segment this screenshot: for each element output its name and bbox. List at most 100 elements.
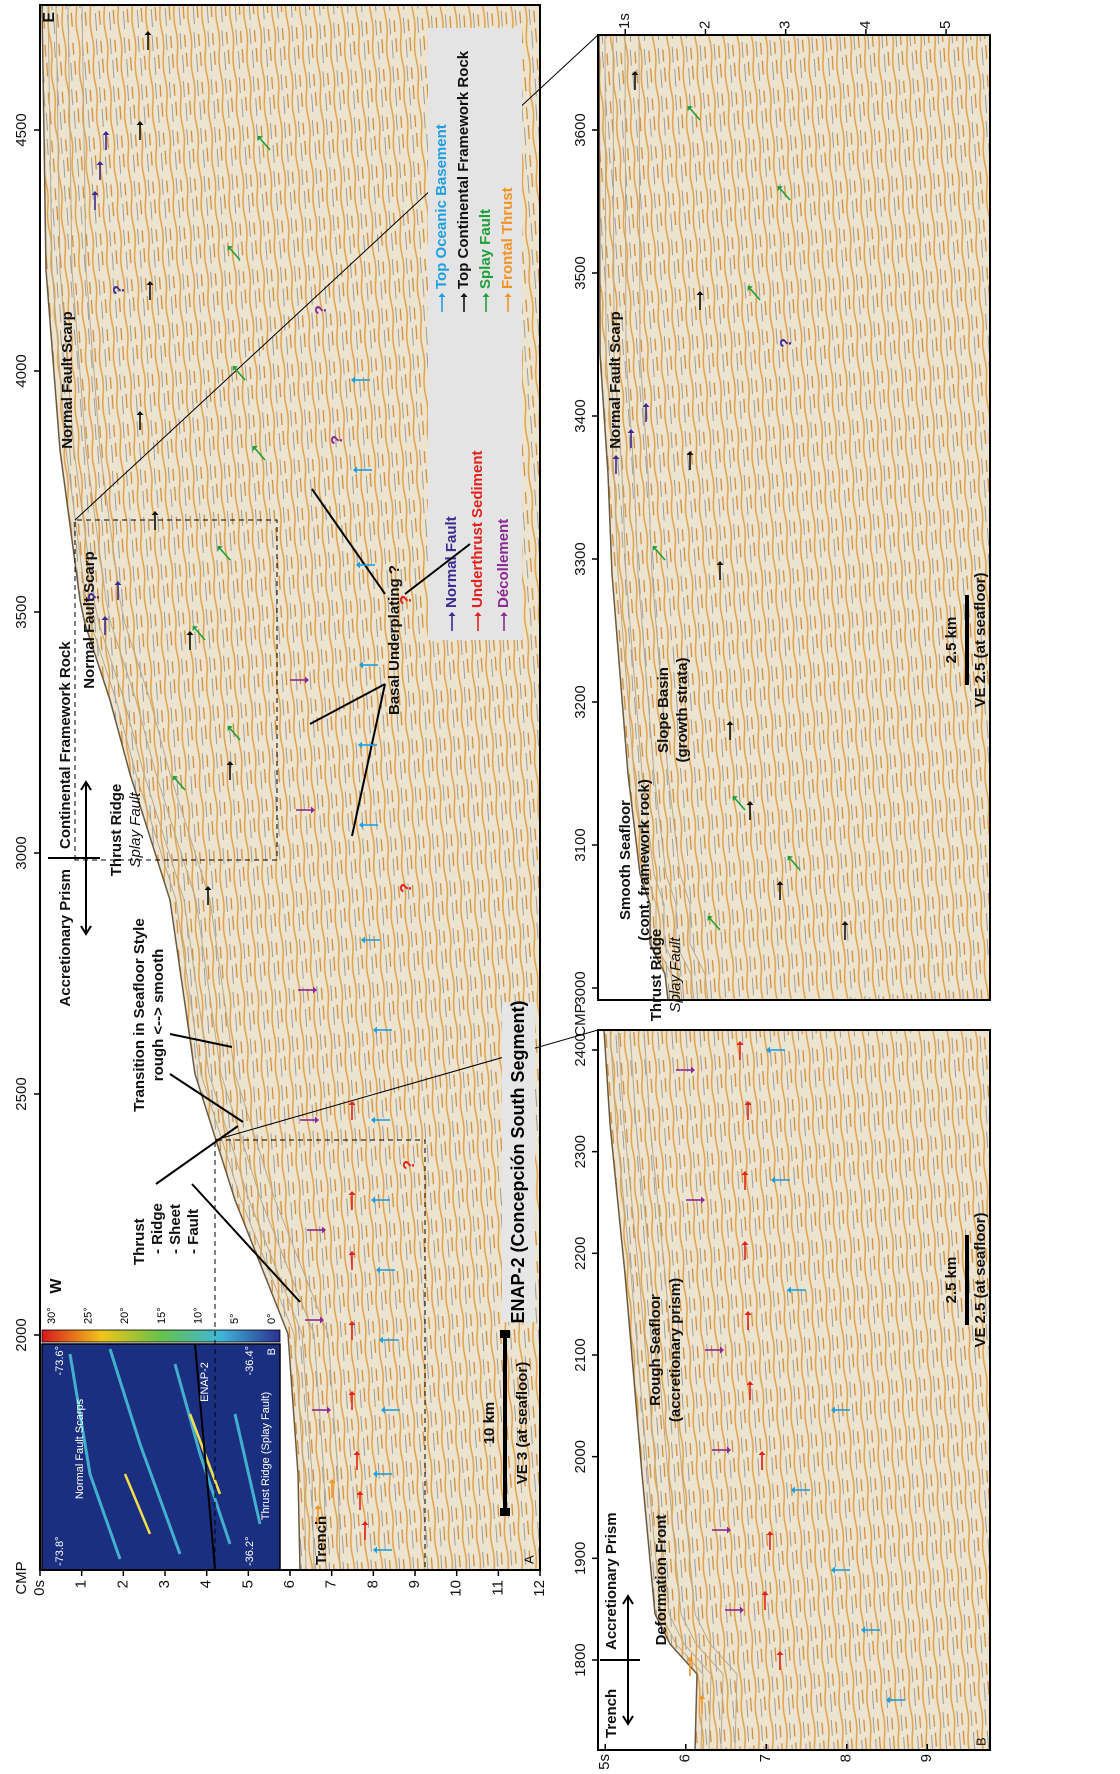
cmp-tick-label: 3500	[572, 256, 589, 289]
time-tick-label: 2	[114, 1580, 131, 1588]
annotation: Thrust Ridge	[108, 784, 125, 877]
cmp-tick-label: 1800	[572, 1643, 589, 1676]
time-tick-label: 9	[406, 1580, 423, 1588]
time-tick-label: 10	[448, 1580, 465, 1597]
cmp-tick-label: 3600	[572, 113, 589, 146]
annotation: (growth strata)	[674, 657, 691, 762]
colorbar-label: 10°	[193, 1307, 205, 1324]
time-tick-label: 6	[281, 1580, 298, 1588]
east-label: E	[41, 12, 58, 23]
cmp-tick-label: 2400	[572, 1033, 589, 1066]
time-tick-label: 5s	[596, 1754, 613, 1770]
time-tick-label: 5	[239, 1580, 256, 1588]
figure: -73.8° -73.6° Normal Fault Scarps ENAP-2 Thr…	[0, 0, 1120, 1774]
annotation: Splay Fault	[667, 937, 684, 1013]
annotation: - Fault	[185, 1209, 202, 1254]
panel-letter: A	[521, 1555, 536, 1564]
cmp-tick-label: 4500	[13, 113, 30, 146]
annotation: Thrust	[131, 1218, 148, 1265]
colorbar-label: 15°	[156, 1307, 168, 1324]
annotation: Trench	[603, 1689, 620, 1738]
time-tick-label: 6	[677, 1754, 694, 1762]
annotation: Basal Underplating ?	[386, 565, 403, 715]
legend-label: Décollement	[495, 519, 512, 608]
cmp-tick-label: 2000	[572, 1440, 589, 1473]
time-tick-label: 8	[838, 1754, 855, 1762]
cmp-tick-label: 3500	[13, 595, 30, 628]
cmp-tick-label: 3000	[572, 971, 589, 1004]
scale-label: 10 km	[481, 1402, 498, 1445]
cmp-tick-label: 3000	[13, 836, 30, 869]
time-tick-label: 11	[489, 1580, 506, 1596]
question-mark: ?	[398, 595, 415, 605]
annotation: - Sheet	[167, 1204, 184, 1254]
time-tick-label: 7	[757, 1754, 774, 1762]
legend-label: Top Oceanic Basement	[433, 124, 450, 289]
question-mark: ?	[778, 338, 795, 348]
cmp-tick-label: 3300	[572, 542, 589, 575]
ve-label: VE 3 (at seafloor)	[514, 1362, 531, 1485]
landscape-layer: -73.8° -73.6° Normal Fault Scarps ENAP-2 Thr…	[13, 5, 990, 1770]
annotation: Accretionary Prism	[57, 869, 74, 1007]
time-tick-label: 1	[73, 1580, 90, 1588]
cmp-tick-label: 2300	[572, 1135, 589, 1168]
inset-label: -73.8°	[54, 1537, 66, 1566]
question-mark: ?	[329, 435, 346, 445]
question-mark: ?	[111, 285, 128, 295]
legend-label: Splay Fault	[477, 209, 494, 289]
annotation: rough <--> smooth	[150, 949, 167, 1082]
title: ENAP-2 (Concepción South Segment)	[508, 1000, 528, 1323]
cmp-tick-label: 2500	[13, 1077, 30, 1110]
colorbar-label: 25°	[83, 1307, 95, 1324]
annotation: Normal Fault Scarp	[81, 551, 98, 689]
time-tick-label: 5	[937, 21, 954, 29]
legend-label: Frontal Thrust	[499, 187, 516, 289]
inset-label: -36.4°	[244, 1346, 256, 1375]
legend-label: Underthrust Sediment	[469, 450, 486, 608]
cmp-tick-label: 4000	[13, 354, 30, 387]
seismic-section	[599, 35, 990, 1000]
cmp-tick-label: 1900	[572, 1542, 589, 1575]
time-tick-label: 3	[156, 1580, 173, 1588]
scale-cap	[500, 1508, 510, 1516]
time-tick-label: 4	[198, 1580, 215, 1588]
cmp-tick-label: 2000	[13, 1318, 30, 1351]
cmp-tick-label: 2200	[572, 1237, 589, 1270]
inset-label: ENAP-2	[199, 1362, 211, 1402]
scale-cap	[500, 1330, 510, 1338]
time-tick-label: 7	[323, 1580, 340, 1588]
colorbar-label: 0°	[266, 1313, 278, 1324]
annotation: Trench	[313, 1516, 330, 1565]
annotation: Rough Seafloor	[647, 1294, 664, 1406]
question-mark: ?	[313, 305, 330, 315]
time-tick-label: 3	[777, 21, 794, 29]
time-tick-label: 4	[857, 21, 874, 29]
axis-label: CMP	[572, 1003, 589, 1036]
ve-label: VE 2.5 (at seafloor)	[972, 572, 989, 707]
legend-label: Top Continental Framework Rock	[455, 50, 472, 289]
time-tick-label: 8	[364, 1580, 381, 1588]
time-tick-label: 0s	[31, 1580, 48, 1596]
west-label: W	[48, 1278, 65, 1294]
annotation: Thrust Ridge	[648, 929, 665, 1022]
colorbar-label: 5°	[229, 1313, 241, 1324]
scale-label: 2.5 km	[943, 1257, 960, 1304]
question-mark: ?	[86, 592, 103, 602]
time-tick-label: 2	[696, 21, 713, 29]
question-mark: ?	[401, 1160, 418, 1170]
ve-label: VE 2.5 (at seafloor)	[972, 1212, 989, 1347]
inset-label: -73.6°	[54, 1346, 66, 1375]
annotation: Splay Fault	[127, 792, 144, 868]
cmp-tick-label: 2100	[572, 1338, 589, 1371]
cmp-tick-label: 3200	[572, 685, 589, 718]
scale-label: 2.5 km	[943, 617, 960, 664]
panel-letter: B	[973, 1737, 988, 1746]
time-tick-label: 12	[531, 1580, 548, 1597]
colorbar	[42, 1330, 280, 1342]
colorbar-label: 30°	[46, 1307, 58, 1324]
cmp-tick-label: 3400	[572, 399, 589, 432]
inset-label: Normal Fault Scarps	[74, 1398, 86, 1499]
annotation: (cont. framework rock)	[636, 779, 653, 941]
cmp-tick-label: 3100	[572, 828, 589, 861]
time-tick-label: 9	[918, 1754, 935, 1762]
